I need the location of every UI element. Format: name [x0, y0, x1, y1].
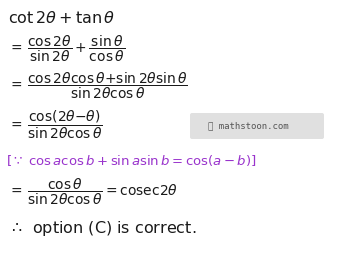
Text: $= \,\dfrac{\cos 2\theta}{\sin 2\theta} + \dfrac{\sin\theta}{\cos\theta}$: $= \,\dfrac{\cos 2\theta}{\sin 2\theta} …: [8, 34, 125, 64]
Text: $= \,\dfrac{\cos\theta}{\sin 2\theta\cos\theta} = \mathrm{cosec}2\theta$: $= \,\dfrac{\cos\theta}{\sin 2\theta\cos…: [8, 177, 178, 207]
Text: $= \,\dfrac{\cos(2\theta{-}\theta)}{\sin 2\theta\cos\theta}$: $= \,\dfrac{\cos(2\theta{-}\theta)}{\sin…: [8, 109, 103, 141]
FancyBboxPatch shape: [190, 113, 324, 139]
Text: $\therefore\,$ option (C) is correct.: $\therefore\,$ option (C) is correct.: [8, 219, 196, 238]
Text: 🔒 mathstoon.com: 🔒 mathstoon.com: [208, 122, 288, 131]
Text: $[\because\; \cos a\cos b + \sin a\sin b = \cos(a-b)]$: $[\because\; \cos a\cos b + \sin a\sin b…: [6, 153, 257, 167]
Text: $\cot 2\theta + \tan\theta$: $\cot 2\theta + \tan\theta$: [8, 10, 115, 26]
Text: $= \,\dfrac{\cos 2\theta\cos\theta{+}\sin 2\theta\sin\theta}{\sin 2\theta\cos\th: $= \,\dfrac{\cos 2\theta\cos\theta{+}\si…: [8, 71, 188, 101]
